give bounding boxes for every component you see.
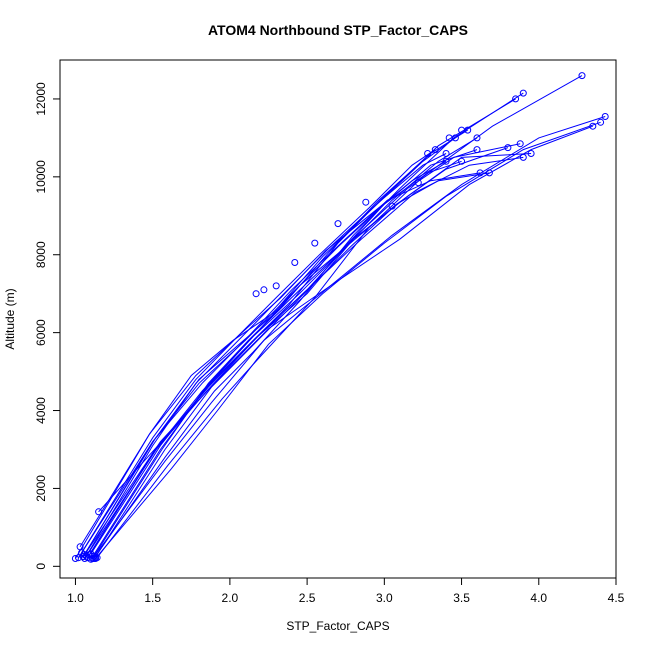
x-tick-label: 1.0 xyxy=(67,591,84,605)
y-tick-label: 10000 xyxy=(34,160,48,194)
series-line-19 xyxy=(82,149,478,557)
x-tick-label: 2.0 xyxy=(222,591,239,605)
y-axis-label: Altitude (m) xyxy=(3,288,17,349)
series-line-10 xyxy=(78,172,481,558)
data-layer xyxy=(71,72,609,563)
data-point-extra-12 xyxy=(458,126,466,134)
data-point-extra-11 xyxy=(445,134,453,142)
data-point-10-end xyxy=(476,169,484,177)
data-point-16-start xyxy=(95,508,103,516)
x-tick-label: 4.5 xyxy=(608,591,625,605)
data-point-extra-4 xyxy=(291,259,299,266)
series-line-11 xyxy=(85,156,524,557)
data-point-extra-7 xyxy=(362,198,370,206)
series-line-20 xyxy=(95,147,509,558)
x-tick-label: 3.0 xyxy=(376,591,393,605)
data-point-15-end xyxy=(431,146,439,154)
series-line-9 xyxy=(84,125,593,555)
data-point-19-start xyxy=(79,553,87,561)
series-line-5 xyxy=(96,75,583,559)
x-tick-label: 3.5 xyxy=(453,591,470,605)
data-point-15-start xyxy=(76,543,84,551)
series-line-18 xyxy=(90,137,478,555)
x-axis: 1.0 1.5 2.0 2.5 3.0 3.5 4.0 4.5 xyxy=(67,577,625,605)
data-point-extra-10 xyxy=(424,150,432,157)
x-tick-label: 2.5 xyxy=(299,591,316,605)
series-line-15 xyxy=(79,149,436,548)
data-point-8-end xyxy=(601,113,609,120)
y-tick-label: 12000 xyxy=(34,82,48,116)
data-point-12-end xyxy=(485,169,493,177)
series-line-12 xyxy=(88,172,490,555)
data-point-20-start xyxy=(92,553,99,561)
data-point-20-end xyxy=(504,144,512,152)
data-point-17-start xyxy=(81,555,89,562)
series-line-16 xyxy=(98,143,521,513)
series-line-8 xyxy=(91,116,606,559)
data-point-6-end xyxy=(527,150,535,157)
data-point-9-end xyxy=(589,122,597,130)
y-tick-label: 8000 xyxy=(34,241,48,268)
series-line-7 xyxy=(95,121,601,559)
x-axis-label: STP_Factor_CAPS xyxy=(286,619,389,633)
data-point-4-end xyxy=(519,89,527,97)
data-point-extra-5 xyxy=(311,239,319,247)
series-line-6 xyxy=(87,153,532,558)
y-tick-label: 0 xyxy=(34,563,48,570)
x-tick-label: 4.0 xyxy=(530,591,547,605)
data-point-1-start xyxy=(71,555,79,562)
series-line-4 xyxy=(93,92,524,559)
plot-frame xyxy=(59,59,617,579)
y-tick-label: 2000 xyxy=(34,475,48,502)
data-point-extra-3 xyxy=(272,282,280,290)
data-point-18-end xyxy=(473,134,481,142)
data-point-7-end xyxy=(597,118,605,126)
data-point-14-end xyxy=(458,157,466,165)
data-point-extra-2 xyxy=(260,286,268,294)
data-point-extra-9 xyxy=(414,179,422,187)
data-point-3-end xyxy=(512,95,520,103)
y-tick-label: 4000 xyxy=(34,397,48,424)
data-point-extra-8 xyxy=(388,202,396,210)
y-tick-label: 6000 xyxy=(34,319,48,346)
data-point-19-end xyxy=(473,146,481,154)
data-point-extra-1 xyxy=(252,290,260,298)
data-point-16-end xyxy=(516,140,524,148)
series-line-1 xyxy=(74,137,456,559)
series-line-17 xyxy=(84,153,447,559)
series-line-14 xyxy=(93,160,462,557)
series-line-3 xyxy=(90,98,516,560)
data-point-extra-6 xyxy=(334,220,342,228)
x-tick-label: 1.5 xyxy=(144,591,161,605)
data-point-5-end xyxy=(578,72,586,80)
y-axis: 0 2000 4000 6000 8000 10000 12000 xyxy=(34,82,61,570)
data-point-11-end xyxy=(519,153,527,161)
chart-title: ATOM4 Northbound STP_Factor_CAPS xyxy=(208,22,468,38)
